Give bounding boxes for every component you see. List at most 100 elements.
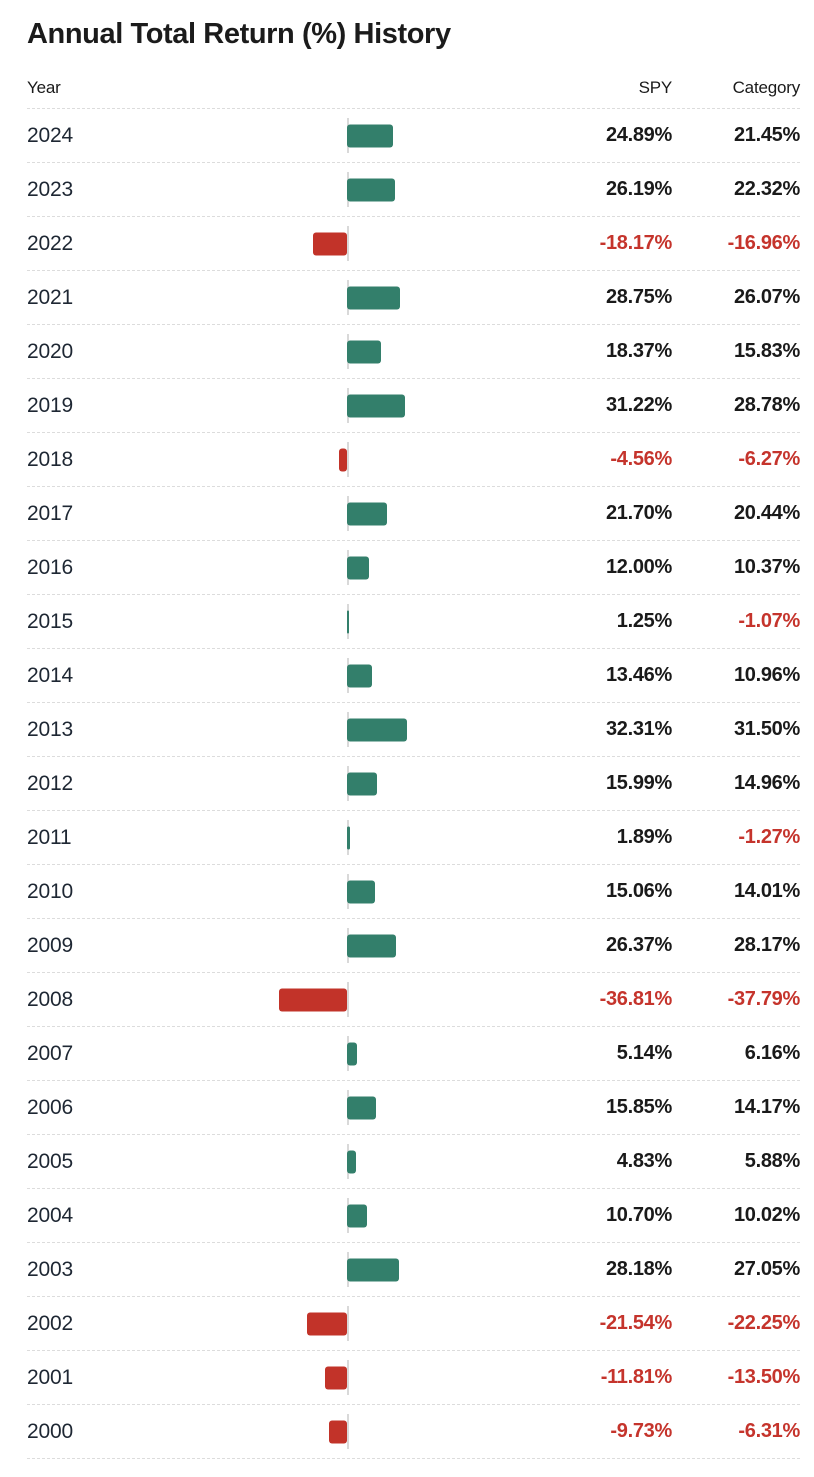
return-bar bbox=[347, 826, 351, 849]
return-bar bbox=[347, 1042, 357, 1065]
year-label: 2008 bbox=[27, 987, 73, 1011]
category-value: -6.31% bbox=[738, 1420, 800, 1442]
category-value: 31.50% bbox=[733, 718, 800, 740]
table-row: 2020 18.37% 15.83% bbox=[27, 325, 800, 379]
return-bar bbox=[328, 1420, 347, 1443]
return-bar bbox=[313, 232, 347, 255]
year-label: 2022 bbox=[27, 231, 73, 255]
bar-cell bbox=[207, 703, 487, 756]
year-label: 2014 bbox=[27, 663, 73, 687]
table-row: 2004 10.70% 10.02% bbox=[27, 1189, 800, 1243]
year-label: 2010 bbox=[27, 879, 73, 903]
bar-cell bbox=[207, 1297, 487, 1350]
spy-value: 15.99% bbox=[605, 772, 672, 794]
table-row: 2003 28.18% 27.05% bbox=[27, 1243, 800, 1297]
table-header-row: Year SPY Category bbox=[27, 52, 800, 109]
category-value: -16.96% bbox=[727, 232, 801, 254]
spy-value: 26.19% bbox=[605, 178, 672, 200]
category-value: 27.05% bbox=[733, 1258, 800, 1280]
table-row: 2018 -4.56% -6.27% bbox=[27, 433, 800, 487]
spy-value: -21.54% bbox=[599, 1312, 673, 1334]
table-row: 2010 15.06% 14.01% bbox=[27, 865, 800, 919]
bar-cell bbox=[207, 541, 487, 594]
category-value: 10.96% bbox=[733, 664, 800, 686]
category-value: 21.45% bbox=[733, 124, 800, 146]
bar-cell bbox=[207, 1405, 487, 1458]
return-bar bbox=[347, 664, 372, 687]
zero-axis-line bbox=[347, 226, 349, 261]
return-bar bbox=[278, 988, 347, 1011]
zero-axis-line bbox=[347, 1360, 349, 1395]
spy-value: -11.81% bbox=[600, 1366, 673, 1388]
zero-axis-line bbox=[347, 1414, 349, 1449]
return-bar bbox=[347, 772, 377, 795]
spy-value: 24.89% bbox=[605, 124, 672, 146]
year-label: 2024 bbox=[27, 123, 73, 147]
year-label: 2012 bbox=[27, 771, 73, 795]
spy-value: -9.73% bbox=[610, 1420, 672, 1442]
category-value: 14.96% bbox=[733, 772, 800, 794]
category-value: -37.79% bbox=[727, 988, 801, 1010]
year-label: 2001 bbox=[27, 1365, 73, 1389]
bar-cell bbox=[207, 109, 487, 162]
table-row: 2017 21.70% 20.44% bbox=[27, 487, 800, 541]
table-row: 2021 28.75% 26.07% bbox=[27, 271, 800, 325]
year-label: 2005 bbox=[27, 1149, 73, 1173]
bar-cell bbox=[207, 325, 487, 378]
bar-cell bbox=[207, 217, 487, 270]
spy-value: 15.85% bbox=[605, 1096, 672, 1118]
bar-cell bbox=[207, 1027, 487, 1080]
return-bar bbox=[347, 610, 350, 633]
category-value: 28.78% bbox=[733, 394, 800, 416]
bar-cell bbox=[207, 1081, 487, 1134]
year-label: 2016 bbox=[27, 555, 73, 579]
bar-cell bbox=[207, 487, 487, 540]
table-row: 2022 -18.17% -16.96% bbox=[27, 217, 800, 271]
year-label: 2019 bbox=[27, 393, 73, 417]
category-value: -1.27% bbox=[738, 826, 800, 848]
return-bar bbox=[347, 718, 407, 741]
bar-cell bbox=[207, 757, 487, 810]
category-value: -1.07% bbox=[738, 610, 800, 632]
bar-cell bbox=[207, 271, 487, 324]
return-bar bbox=[347, 880, 375, 903]
column-header-spy: SPY bbox=[638, 78, 673, 97]
bar-cell bbox=[207, 1243, 487, 1296]
bar-cell bbox=[207, 649, 487, 702]
return-bar bbox=[347, 1204, 367, 1227]
spy-value: 12.00% bbox=[605, 556, 672, 578]
year-label: 2003 bbox=[27, 1257, 73, 1281]
table-row: 2014 13.46% 10.96% bbox=[27, 649, 800, 703]
table-row: 2008 -36.81% -37.79% bbox=[27, 973, 800, 1027]
return-bar bbox=[307, 1312, 347, 1335]
table-row: 2007 5.14% 6.16% bbox=[27, 1027, 800, 1081]
table-row: 2015 1.25% -1.07% bbox=[27, 595, 800, 649]
category-value: 10.02% bbox=[733, 1204, 800, 1226]
return-bar bbox=[347, 340, 381, 363]
bar-cell bbox=[207, 1135, 487, 1188]
year-label: 2009 bbox=[27, 933, 73, 957]
column-header-category: Category bbox=[732, 78, 801, 97]
category-value: -6.27% bbox=[738, 448, 800, 470]
column-header-year: Year bbox=[27, 78, 61, 97]
spy-value: 4.83% bbox=[616, 1150, 673, 1172]
category-value: 5.88% bbox=[744, 1150, 801, 1172]
year-label: 2021 bbox=[27, 285, 73, 309]
table-row: 2009 26.37% 28.17% bbox=[27, 919, 800, 973]
category-value: 15.83% bbox=[733, 340, 800, 362]
bar-cell bbox=[207, 919, 487, 972]
spy-value: -36.81% bbox=[599, 988, 673, 1010]
bar-cell bbox=[207, 433, 487, 486]
table-row: 2000 -9.73% -6.31% bbox=[27, 1405, 800, 1459]
table-row: 2001 -11.81% -13.50% bbox=[27, 1351, 800, 1405]
return-bar bbox=[347, 502, 388, 525]
spy-value: 15.06% bbox=[605, 880, 672, 902]
table-row: 2013 32.31% 31.50% bbox=[27, 703, 800, 757]
bar-cell bbox=[207, 1189, 487, 1242]
spy-value: 1.25% bbox=[616, 610, 673, 632]
category-value: -22.25% bbox=[727, 1312, 801, 1334]
category-value: 20.44% bbox=[733, 502, 800, 524]
table-row: 2005 4.83% 5.88% bbox=[27, 1135, 800, 1189]
year-label: 2000 bbox=[27, 1419, 73, 1443]
page-title: Annual Total Return (%) History bbox=[27, 18, 451, 50]
